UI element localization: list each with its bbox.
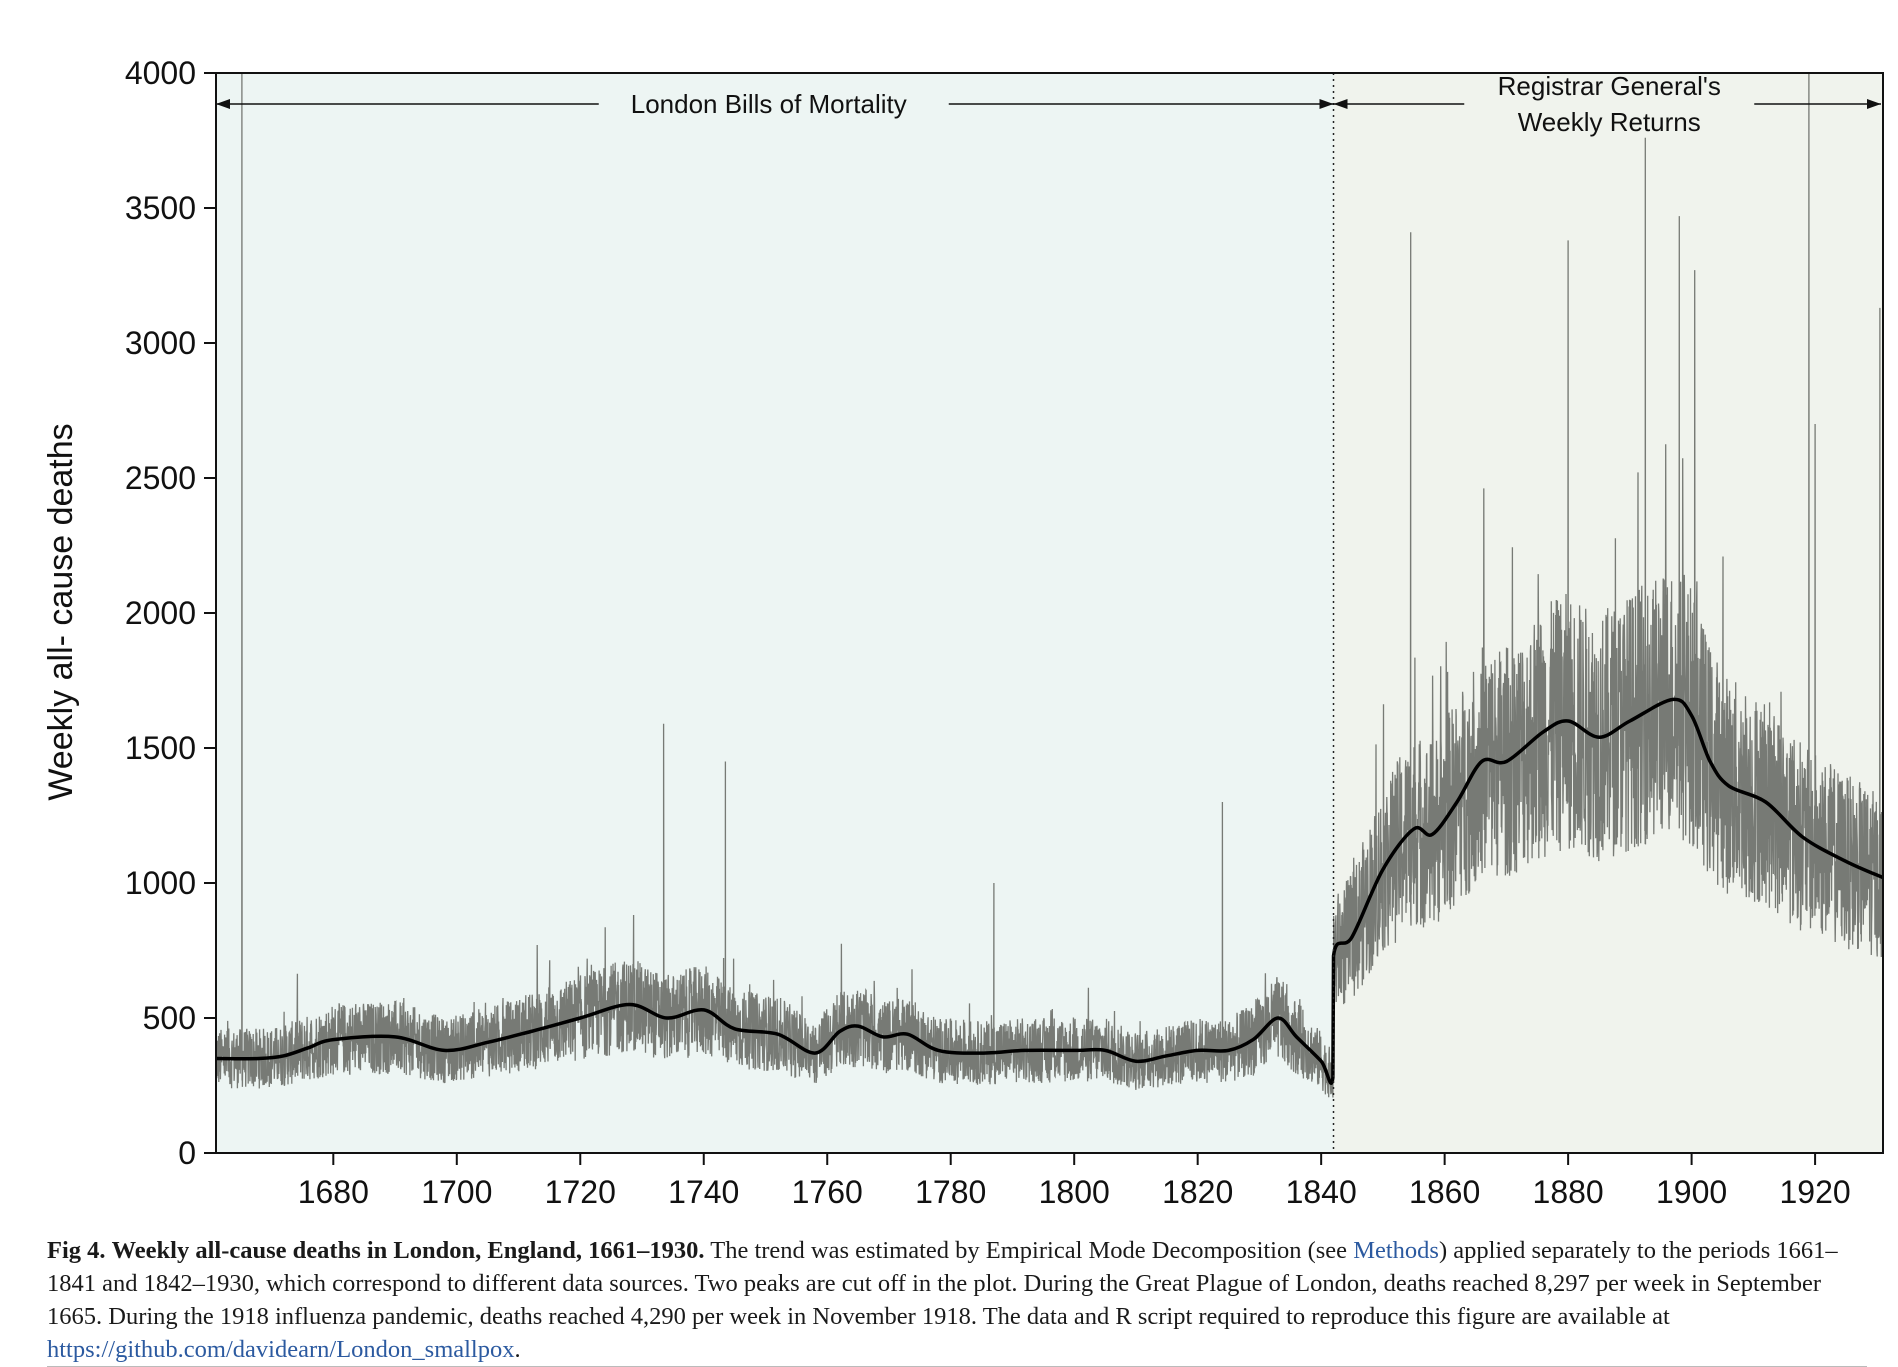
weekly-deaths-series xyxy=(215,72,1884,1098)
region-annotations: London Bills of Mortality Registrar Gener… xyxy=(216,71,1881,137)
trend-series xyxy=(215,697,1884,1085)
y-tick-label-1500: 1500 xyxy=(125,730,196,766)
y-tick-label-1000: 1000 xyxy=(125,865,196,901)
x-tick-label-1680: 1680 xyxy=(298,1174,369,1210)
x-tick-label-1780: 1780 xyxy=(915,1174,986,1210)
x-tick-label-1760: 1760 xyxy=(792,1174,863,1210)
caption-text-3: . xyxy=(514,1336,521,1363)
caption-title: Weekly all-cause deaths in London, Engla… xyxy=(111,1237,705,1264)
x-tick-label-1720: 1720 xyxy=(545,1174,616,1210)
y-tick-label-4000: 4000 xyxy=(125,55,196,91)
x-tick-label-1900: 1900 xyxy=(1656,1174,1727,1210)
region-0 xyxy=(216,73,1334,1153)
y-axis-label: Weekly all- cause deaths xyxy=(42,423,80,800)
y-tick-label-2000: 2000 xyxy=(125,595,196,631)
y-tick-label-3000: 3000 xyxy=(125,325,196,361)
registrar-label-line2: Weekly Returns xyxy=(1518,107,1701,137)
x-tick-label-1800: 1800 xyxy=(1039,1174,1110,1210)
x-tick-label-1700: 1700 xyxy=(421,1174,492,1210)
y-tick-label-500: 500 xyxy=(143,1000,196,1036)
x-tick-label-1820: 1820 xyxy=(1162,1174,1233,1210)
registrar-label-line1: Registrar General's xyxy=(1498,71,1721,101)
bills-arrowhead-left xyxy=(216,99,230,109)
x-tick-label-1740: 1740 xyxy=(668,1174,739,1210)
registrar-arrowhead-right xyxy=(1867,99,1881,109)
weekly-deaths-line xyxy=(215,72,1884,1098)
x-tick-label-1880: 1880 xyxy=(1533,1174,1604,1210)
figure-caption: Fig 4. Weekly all-cause deaths in London… xyxy=(47,1234,1867,1366)
bills-of-mortality-label: London Bills of Mortality xyxy=(631,89,907,119)
axes: 0 500 1000 1500 2000 2500 3000 3500 4000 1680 1700… xyxy=(125,55,1884,1210)
x-tick-label-1920: 1920 xyxy=(1779,1174,1850,1210)
x-tick-label-1840: 1840 xyxy=(1286,1174,1357,1210)
registrar-arrowhead-left xyxy=(1333,99,1348,109)
caption-text-2: ) applied separately to the periods 1661… xyxy=(47,1237,1838,1330)
bills-arrowhead-right xyxy=(1319,99,1334,109)
caption-fig-label: Fig 4. xyxy=(47,1237,106,1264)
y-tick-label-0: 0 xyxy=(178,1135,196,1171)
y-tick-label-3500: 3500 xyxy=(125,190,196,226)
y-tick-label-2500: 2500 xyxy=(125,460,196,496)
mortality-chart: London Bills of Mortality Registrar Gener… xyxy=(42,55,1884,1210)
x-tick-label-1860: 1860 xyxy=(1409,1174,1480,1210)
methods-link[interactable]: Methods xyxy=(1353,1237,1439,1264)
github-link[interactable]: https://github.com/davidearn/London_smal… xyxy=(47,1336,515,1363)
trend-line xyxy=(215,697,1884,1085)
caption-text-1: The trend was estimated by Empirical Mod… xyxy=(710,1237,1348,1264)
